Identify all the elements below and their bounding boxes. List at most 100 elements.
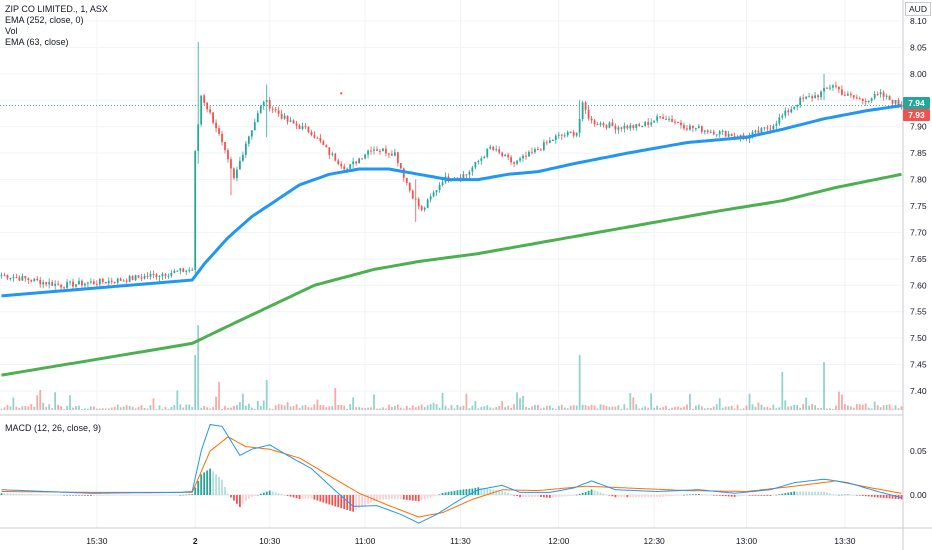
volume-bar [411, 405, 414, 410]
macd-histogram-bar [110, 495, 113, 496]
macd-histogram-bar [143, 495, 146, 496]
candle-body [677, 122, 679, 124]
candle-body [18, 277, 21, 281]
macd-histogram-bar [683, 494, 685, 496]
macd-histogram-bar [15, 493, 18, 495]
volume-bar [680, 407, 682, 410]
candle-body [230, 159, 232, 169]
candle-body [277, 110, 280, 114]
candle-body [54, 283, 57, 286]
macd-histogram-bar [319, 495, 322, 502]
candle-body [799, 97, 802, 106]
volume-bar [733, 408, 736, 410]
candle-body [540, 149, 542, 151]
candle-body [870, 98, 873, 101]
candle-body [709, 131, 712, 133]
macd-histogram-bar [459, 489, 462, 495]
volume-bar [551, 408, 554, 410]
volume-bar [98, 408, 101, 410]
macd-histogram-bar [152, 495, 155, 496]
volume-bar [706, 407, 709, 410]
volume-bar [769, 407, 772, 410]
macd-histogram-bar [179, 495, 182, 496]
candle-body [572, 132, 575, 136]
volume-bar [265, 380, 268, 410]
volume-bar [638, 408, 641, 410]
candle-body [769, 128, 772, 130]
volume-bar [736, 404, 739, 410]
volume-bar [388, 404, 390, 410]
volume-bar [274, 405, 277, 410]
candle-body [686, 128, 688, 130]
candle-body [742, 134, 745, 137]
macd-histogram-bar [495, 489, 498, 495]
candle-body [367, 150, 369, 155]
volume-bar [537, 405, 539, 410]
macd-histogram-bar [760, 495, 763, 496]
candle-body [39, 280, 42, 285]
volume-bar [578, 355, 581, 410]
volume-bar [534, 404, 536, 410]
macd-histogram-bar [194, 487, 197, 495]
volume-bar [27, 406, 30, 410]
volume-bar [81, 408, 83, 410]
volume-bar [686, 404, 688, 410]
volume-bar [420, 404, 423, 410]
macd-histogram-bar [635, 495, 638, 498]
volume-bar [864, 403, 867, 410]
macd-histogram-bar [423, 495, 426, 500]
macd-histogram-bar [57, 494, 60, 496]
macd-histogram-bar [388, 495, 390, 500]
candle-body [152, 273, 155, 275]
volume-bar [781, 372, 784, 410]
candle-body [545, 142, 548, 144]
macd-histogram-bar [197, 480, 200, 495]
volume-bar [778, 407, 781, 410]
volume-bar [602, 404, 605, 410]
candle-body [325, 145, 328, 148]
candle-body [429, 196, 432, 200]
macd-histogram-bar [882, 495, 885, 498]
candle-body [146, 275, 149, 277]
macd-histogram-bar [894, 495, 897, 499]
candle-body [832, 85, 834, 88]
volume-bar [855, 404, 858, 410]
candle-body [84, 283, 86, 286]
symbol-title: ZIP CO LIMITED., 1, ASX [5, 4, 108, 14]
macd-histogram-bar [662, 495, 664, 497]
candle-body [250, 130, 253, 137]
candle-body [110, 280, 113, 282]
macd-histogram-bar [24, 493, 27, 495]
candle-body [820, 91, 822, 98]
candle-body [721, 130, 724, 132]
volume-bar [876, 405, 879, 410]
macd-histogram-bar [799, 491, 802, 495]
candle-body [674, 121, 676, 123]
volume-bar [113, 406, 116, 410]
macd-histogram-bar [563, 495, 566, 497]
macd-histogram-bar [855, 495, 858, 496]
volume-bar [450, 405, 453, 410]
volume-bar [548, 405, 551, 410]
macd-histogram-bar [405, 495, 408, 500]
candle-body [495, 149, 498, 151]
macd-histogram-bar [769, 495, 772, 496]
candle-body [340, 164, 343, 167]
macd-histogram-bar [18, 493, 21, 495]
volume-bar [391, 406, 393, 410]
volume-bar [590, 404, 593, 410]
macd-tick-label: 0.00 [910, 490, 927, 500]
volume-bar [107, 408, 110, 410]
volume-bar [405, 405, 408, 410]
macd-histogram-bar [51, 494, 54, 496]
macd-histogram-bar [686, 494, 688, 496]
macd-histogram-bar [173, 495, 176, 496]
candle-body [861, 98, 864, 102]
volume-bar [367, 407, 369, 410]
candle-body [236, 169, 238, 179]
currency-label[interactable]: AUD [905, 2, 931, 16]
volume-bar [244, 405, 247, 410]
macd-histogram-bar [286, 495, 289, 496]
candle-body [867, 100, 870, 103]
